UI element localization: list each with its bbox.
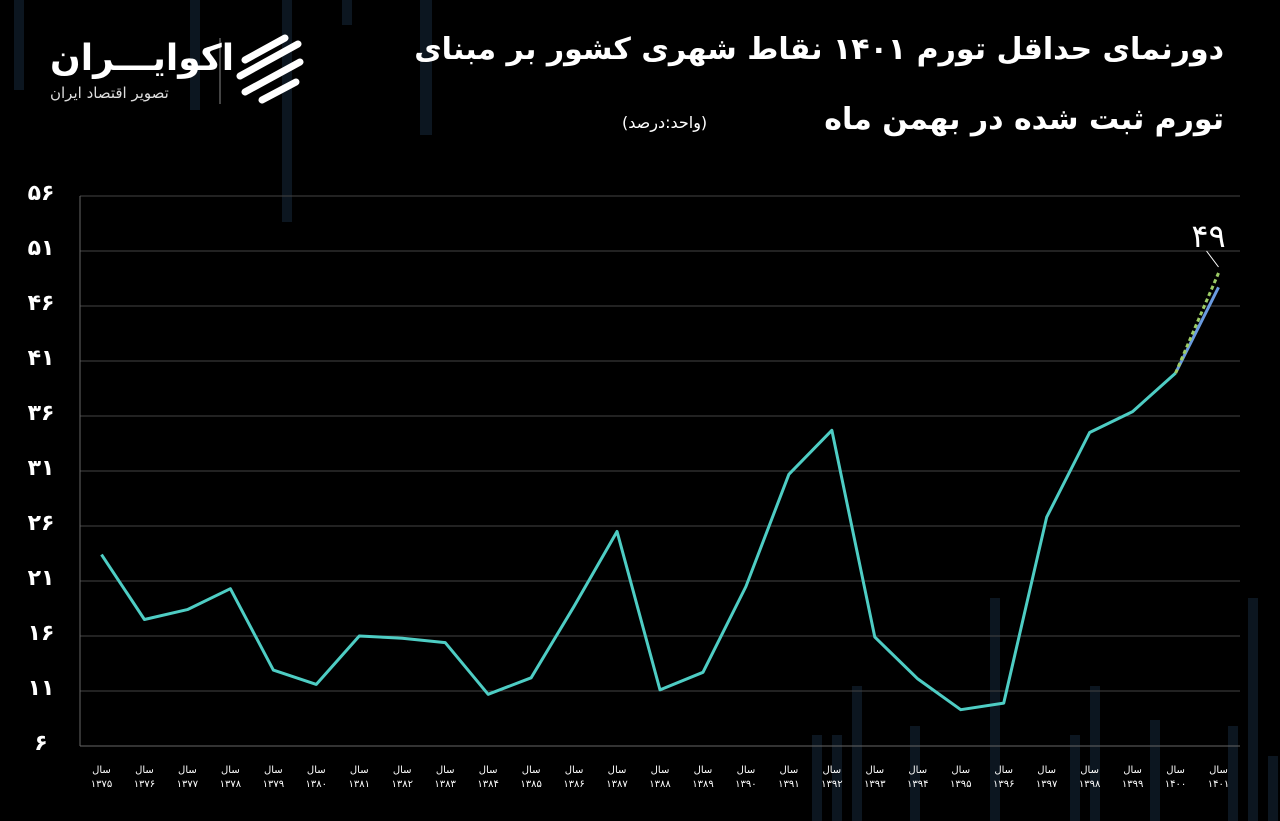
chart-title: دورنمای حداقل تورم ۱۴۰۱ نقاط شهری کشور ب…	[414, 32, 1224, 67]
x-tick-label: سال ۱۴۰۱	[1207, 765, 1230, 790]
y-tick-label: ۵۱	[27, 236, 55, 261]
x-tick-label: سال ۱۳۸۴	[477, 765, 499, 790]
series-line	[100, 371, 1177, 712]
x-tick-label: سال ۱۳۹۱	[778, 765, 800, 790]
y-tick-label: ۵۶	[27, 181, 55, 206]
x-tick-label: سال ۱۳۸۳	[434, 765, 456, 790]
y-tick-label: ۶	[34, 731, 48, 756]
background-bars	[14, 0, 1278, 821]
x-tick-label: سال ۱۳۸۰	[305, 765, 328, 790]
x-tick-label: سال ۱۳۹۹	[1121, 765, 1144, 790]
y-tick-label: ۱۱	[27, 676, 55, 701]
logo-tagline: تصویر اقتصاد ایران	[50, 84, 169, 102]
x-tick-label: سال ۱۳۷۷	[176, 765, 199, 790]
x-tick-label: سال ۱۳۹۳	[864, 765, 886, 790]
x-tick-label: سال ۱۳۹۵	[949, 765, 972, 790]
x-tick-label: سال ۱۳۹۶	[992, 765, 1015, 790]
y-tick-label: ۲۶	[27, 511, 55, 536]
x-tick-label: سال ۱۳۸۵	[520, 765, 542, 790]
label-leader	[1206, 250, 1219, 268]
x-tick-label: سال ۱۳۸۷	[606, 765, 628, 790]
x-tick-label: سال ۱۳۷۵	[90, 765, 113, 790]
x-tick-label: سال ۱۳۷۸	[219, 765, 242, 790]
x-tick-label: سال ۱۳۷۹	[262, 765, 285, 790]
y-tick-label: ۳۱	[27, 456, 55, 481]
series-line	[1174, 272, 1220, 374]
chart-subtitle: تورم ثبت شده در بهمن ماه	[824, 102, 1224, 137]
y-tick-label: ۴۶	[27, 291, 55, 316]
x-tick-label: سال ۱۳۹۲	[821, 765, 843, 790]
x-tick-label: سال ۱۴۰۰	[1164, 765, 1187, 790]
x-tick-label: سال ۱۳۷۶	[133, 765, 156, 790]
x-tick-label: سال ۱۳۹۴	[907, 765, 929, 790]
y-tick-label: ۴۱	[27, 346, 55, 371]
y-tick-label: ۲۱	[27, 566, 55, 591]
x-tick-label: سال ۱۳۸۶	[563, 765, 585, 790]
x-tick-label: سال ۱۳۸۸	[649, 765, 671, 790]
x-tick-label: سال ۱۳۸۲	[391, 765, 413, 790]
y-tick-label: ۳۶	[27, 401, 55, 426]
x-tick-label: سال ۱۳۸۱	[348, 765, 370, 790]
unit-note: (واحد:درصد)	[622, 113, 708, 132]
x-tick-label: سال ۱۳۹۰	[735, 765, 757, 790]
x-tick-label: سال ۱۳۹۷	[1035, 765, 1058, 790]
x-tick-label: سال ۱۳۹۸	[1078, 765, 1101, 790]
data-label: ۴۹	[1191, 217, 1225, 255]
x-tick-label: سال ۱۳۸۹	[692, 765, 714, 790]
logo-name: اکوایـــران	[50, 38, 235, 79]
y-tick-label: ۱۶	[27, 621, 55, 646]
logo-icon	[236, 34, 304, 104]
